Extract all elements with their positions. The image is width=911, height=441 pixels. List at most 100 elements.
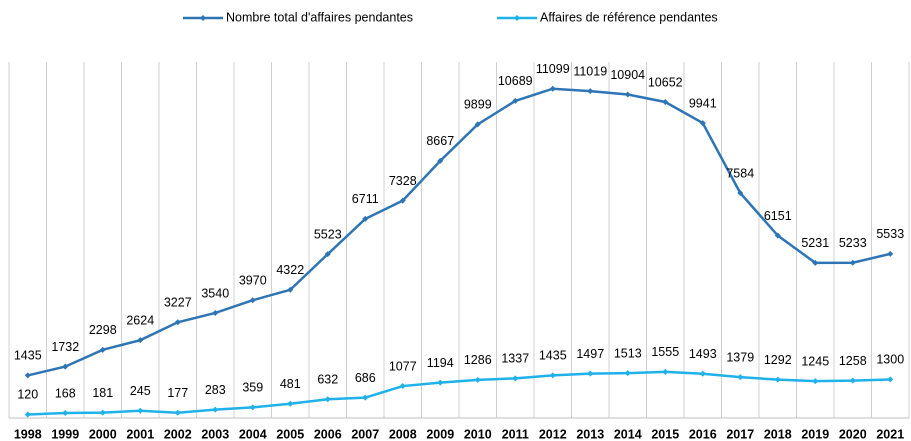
legend-label: Affaires de référence pendantes (540, 10, 718, 24)
point (137, 337, 144, 344)
point (887, 250, 894, 257)
x-tick-label: 2014 (614, 427, 642, 441)
x-tick-label: 1999 (51, 427, 79, 441)
data-label: 1513 (614, 346, 642, 360)
point (662, 98, 669, 105)
x-tick-label: 2018 (764, 427, 792, 441)
data-label: 5523 (314, 227, 342, 241)
point (174, 319, 181, 326)
x-tick-label: 2011 (502, 427, 529, 441)
data-label: 10904 (610, 68, 645, 82)
x-tick-label: 2002 (164, 427, 192, 441)
point (62, 363, 69, 370)
x-tick-label: 2017 (726, 427, 754, 441)
point (512, 375, 519, 382)
data-label: 2624 (126, 313, 154, 327)
data-label: 11099 (536, 62, 570, 76)
data-label: 245 (130, 384, 151, 398)
point (437, 157, 444, 164)
data-label: 10652 (648, 75, 683, 89)
point (849, 259, 856, 266)
x-tick-label: 2015 (651, 427, 679, 441)
data-label: 3540 (201, 286, 229, 300)
point (324, 396, 331, 403)
data-label: 283 (205, 383, 226, 397)
data-label: 1300 (876, 353, 904, 367)
data-label: 1435 (539, 349, 567, 363)
data-label: 1493 (689, 347, 717, 361)
point (287, 286, 294, 293)
point (362, 394, 369, 401)
data-label: 1379 (726, 350, 754, 364)
data-label: 481 (280, 377, 301, 391)
point (249, 404, 256, 411)
data-label: 181 (92, 386, 113, 400)
point (549, 372, 556, 379)
point (587, 88, 594, 95)
data-label: 1194 (427, 356, 454, 370)
data-label: 359 (242, 381, 263, 395)
x-tick-label: 2004 (239, 427, 267, 441)
point (287, 400, 294, 407)
point (849, 377, 856, 384)
point (24, 372, 31, 379)
point (399, 197, 406, 204)
point (212, 406, 219, 413)
data-label: 1292 (764, 353, 792, 367)
point (737, 190, 744, 197)
point (437, 379, 444, 386)
point (474, 121, 481, 128)
x-tick-label: 2006 (314, 427, 342, 441)
point (99, 409, 106, 416)
data-label: 3227 (164, 296, 192, 310)
data-label: 1337 (501, 352, 529, 366)
legend-label: Nombre total d'affaires pendantes (226, 10, 413, 24)
point (24, 411, 31, 418)
x-tick-label: 2013 (576, 427, 604, 441)
x-tick-label: 2005 (276, 427, 304, 441)
point (174, 409, 181, 416)
point (137, 407, 144, 414)
x-tick-label: 1998 (14, 427, 42, 441)
point (737, 374, 744, 381)
data-label: 177 (167, 386, 188, 400)
data-label: 5231 (801, 236, 829, 250)
point (812, 259, 819, 266)
point (699, 120, 706, 127)
data-label: 168 (55, 386, 76, 400)
point (324, 251, 331, 258)
point (62, 410, 69, 417)
point (624, 370, 631, 377)
point (587, 370, 594, 377)
point (474, 376, 481, 383)
x-tick-label: 2001 (126, 427, 154, 441)
data-label: 1732 (51, 340, 79, 354)
x-tick-label: 2019 (801, 427, 829, 441)
data-label: 7584 (726, 166, 754, 180)
point (774, 232, 781, 239)
point (812, 378, 819, 385)
data-label: 6151 (764, 209, 792, 223)
point (249, 297, 256, 304)
legend-marker (200, 15, 206, 21)
point (774, 376, 781, 383)
point (887, 376, 894, 383)
data-label: 7328 (389, 174, 417, 188)
point (512, 97, 519, 104)
series-line (27, 370, 891, 416)
point (699, 370, 706, 377)
point (624, 91, 631, 98)
point (212, 309, 219, 316)
point (399, 383, 406, 390)
data-label: 632 (317, 373, 338, 387)
data-label: 1077 (389, 359, 417, 373)
data-label: 686 (355, 371, 376, 385)
data-label: 120 (17, 388, 38, 402)
x-tick-label: 2012 (539, 427, 567, 441)
data-label: 5233 (839, 236, 867, 250)
data-label: 3970 (239, 274, 267, 288)
data-label: 4322 (276, 263, 304, 277)
x-tick-label: 2003 (201, 427, 229, 441)
point (549, 85, 556, 92)
